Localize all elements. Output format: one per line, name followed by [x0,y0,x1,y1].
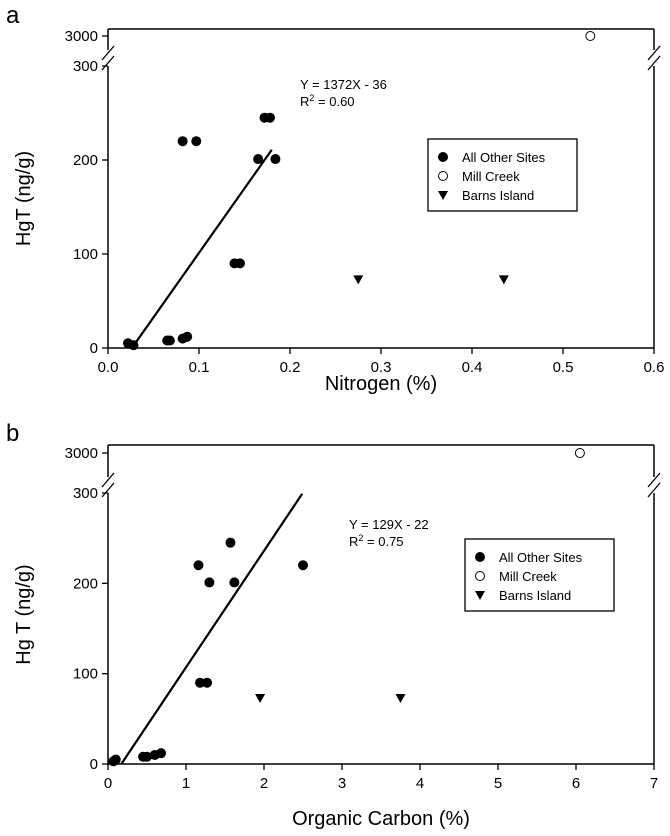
x-tick-label: 6 [572,775,580,792]
data-point [255,694,266,704]
data-point [177,136,188,147]
data-point [110,754,121,765]
panel-a: a 0.0 0.1 0.2 0.3 0.4 0.5 0.6 0 100 200 300 3000 Nit… [6,2,665,395]
x-tick-label: 5 [494,775,502,792]
y-tick-label: 100 [73,666,98,683]
data-point [142,751,152,762]
data-point [353,275,364,285]
panel-label: a [6,2,20,29]
r-squared-label: R2 = 0.60 [300,93,355,109]
data-point [191,136,202,147]
x-tick-label: 0.4 [462,359,483,376]
x-tick-label: 0.5 [553,359,574,376]
y-tick-label: 200 [73,152,98,169]
data-point [229,577,240,588]
legend-box [427,138,578,212]
data-point [298,560,308,571]
axis-break-mark [647,55,661,71]
axis-break-mark [101,55,115,71]
legend-marker [475,552,485,562]
data-point [202,677,213,688]
legend-box [464,538,615,612]
y-tick-label: 300 [73,58,98,75]
chart-a: 0.0 0.1 0.2 0.3 0.4 0.5 0.6 0 100 200 300 3000 Nitro… [13,28,665,395]
x-tick-label: 1 [182,775,190,792]
data-point [128,340,139,351]
y-axis-label: HgT (ng/g) [13,151,35,246]
legend-marker [475,591,485,600]
x-tick-label: 0.1 [189,359,210,376]
chart-b: 0 1 2 3 4 5 6 7 0 100 200 300 3000 Organic Carbon (%)… [13,444,661,830]
panel-label: b [6,420,20,447]
legend-label: Barns Island [462,188,534,203]
legend-marker [438,152,448,162]
data-point [264,112,275,123]
data-point [156,748,167,759]
x-tick-label: 4 [416,775,424,792]
regression-equation: Y = 1372X - 36 [300,77,387,92]
y-axis-label: Hg T (ng/g) [13,564,35,664]
legend-label: Barns Island [499,588,571,603]
x-tick-label: 0.3 [371,359,392,376]
legend-label: All Other Sites [462,150,546,165]
data-point [574,448,585,458]
axis-break-mark [101,45,115,61]
legend-marker [438,191,448,200]
x-tick-label: 3 [338,775,346,792]
x-tick-label: 0.2 [280,359,301,376]
data-point [182,331,193,342]
legend-label: Mill Creek [499,569,557,584]
regression-line [130,149,273,349]
legend-marker [475,571,485,581]
y-tick-label: 200 [73,575,98,592]
data-point [395,694,406,704]
regression-line [120,493,304,765]
data-point [234,258,245,269]
y-tick-label: 0 [90,756,98,773]
y-tick-label: 100 [73,246,98,263]
data-point [225,537,236,548]
axis-break-mark [101,472,115,488]
y-tick-label-upper: 3000 [65,445,98,462]
legend-marker [438,171,448,181]
data-point [253,154,264,165]
x-axis-label: Organic Carbon (%) [292,808,470,830]
r-squared-label: R2 = 0.75 [349,533,404,549]
axis-break-mark [647,45,661,61]
regression-equation: Y = 129X - 22 [349,517,429,532]
x-tick-label: 0.6 [644,359,665,376]
x-tick-label: 0.0 [98,359,119,376]
data-point [193,560,204,571]
x-tick-label: 7 [650,775,658,792]
legend-label: Mill Creek [462,169,520,184]
data-point [204,577,215,588]
y-tick-label-upper: 3000 [65,28,98,45]
axis-break-mark [647,472,661,488]
legend-label: All Other Sites [499,550,583,565]
panel-b: b 0 1 2 3 4 5 6 7 0 100 200 300 3000 Organic Carbon (… [0,418,670,836]
x-tick-label: 0 [104,775,112,792]
data-point [270,154,281,165]
data-point [585,31,596,41]
axis-break-mark [647,482,661,498]
y-tick-label: 0 [90,340,98,357]
data-point [498,275,509,285]
axis-break-mark [101,482,115,498]
data-point [195,677,206,688]
x-tick-label: 2 [260,775,268,792]
y-tick-label: 300 [73,485,98,502]
x-axis-label: Nitrogen (%) [325,373,437,395]
data-point [164,335,175,346]
